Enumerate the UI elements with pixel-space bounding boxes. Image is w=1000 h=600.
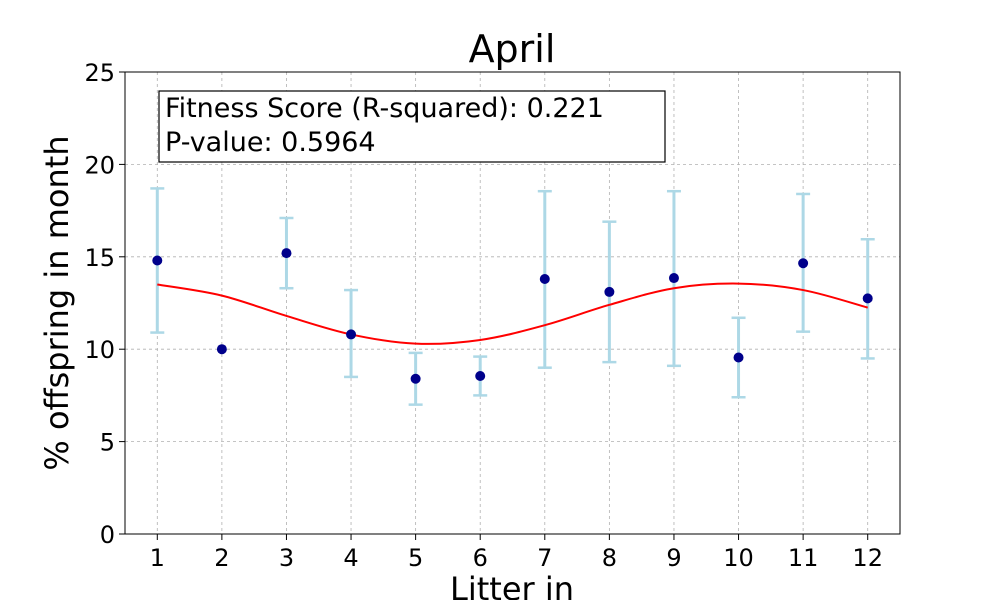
x-axis-label: Litter in — [450, 570, 574, 600]
data-point — [798, 258, 809, 269]
fit-curve-layer — [157, 282, 868, 345]
data-point — [539, 273, 550, 284]
x-tick-label: 4 — [343, 544, 358, 572]
y-axis-label: % offspring in month — [38, 135, 76, 470]
data-point — [733, 352, 744, 363]
y-tick-label: 15 — [84, 244, 115, 272]
p-value-text: P-value: 0.5964 — [165, 127, 376, 158]
data-point — [604, 286, 615, 297]
r-squared-text: Fitness Score (R-squared): 0.221 — [165, 93, 604, 124]
x-tick-label: 1 — [150, 544, 165, 572]
x-tick-label: 2 — [214, 544, 229, 572]
y-tick-label: 10 — [84, 336, 115, 364]
data-point — [862, 293, 873, 304]
annotation-box: Fitness Score (R-squared): 0.221 P-value… — [158, 90, 666, 163]
data-point — [152, 255, 163, 266]
plot-frame — [124, 71, 901, 535]
data-point — [281, 248, 292, 259]
x-tick-label: 8 — [602, 544, 617, 572]
x-tick-label: 3 — [279, 544, 294, 572]
x-tick-label: 5 — [408, 544, 423, 572]
x-tick-label: 9 — [666, 544, 681, 572]
data-point — [475, 370, 486, 381]
data-point — [346, 329, 357, 340]
data-points — [152, 248, 873, 384]
chart-title: April — [469, 27, 556, 71]
fit-curve — [157, 282, 868, 345]
x-tick-label: 12 — [852, 544, 883, 572]
x-tick-label: 6 — [473, 544, 488, 572]
y-tick-label: 25 — [84, 59, 115, 87]
x-tick-label: 7 — [537, 544, 552, 572]
y-tick-label: 0 — [100, 521, 115, 549]
data-point — [410, 373, 421, 384]
y-tick-label: 20 — [84, 151, 115, 179]
annotation-frame — [158, 90, 666, 163]
data-point — [216, 344, 227, 355]
x-tick-label: 11 — [788, 544, 819, 572]
data-point — [668, 273, 679, 284]
y-tick-label: 5 — [100, 429, 115, 457]
x-tick-label: 10 — [723, 544, 754, 572]
